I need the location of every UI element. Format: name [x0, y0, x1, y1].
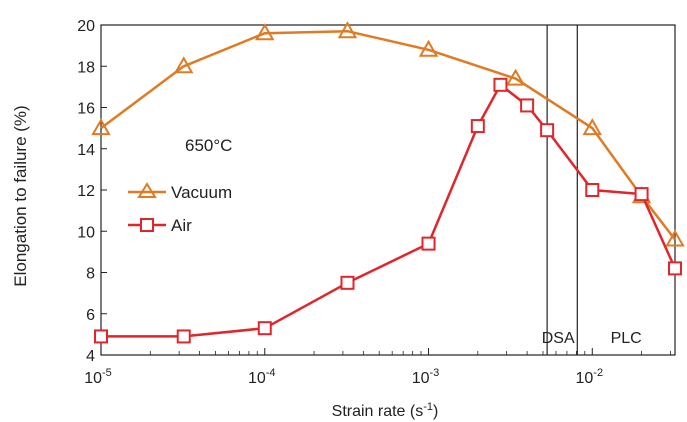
series-vacuum-point [173, 56, 194, 74]
series-air-point [340, 275, 355, 290]
series-air-point [94, 329, 108, 344]
series-air-point [585, 183, 600, 197]
series-vacuum-point [91, 118, 111, 136]
series-air-point [470, 119, 485, 134]
legend-vacuum-label: Vacuum [171, 183, 232, 202]
legend-item-vacuum: Vacuum [128, 182, 232, 202]
series-vacuum-line [100, 29, 676, 241]
y-tick-label: 12 [77, 183, 95, 200]
series-air-point [421, 236, 436, 251]
legend-air-label: Air [171, 216, 192, 235]
y-tick-label: 6 [86, 307, 95, 324]
series-vacuum-point [582, 118, 603, 136]
series-air-point [668, 261, 682, 276]
x-axis-label: Strain rate (s-1) [332, 401, 439, 420]
series-vacuum-point [418, 39, 439, 57]
series-air-point [493, 77, 508, 92]
y-tick-label: 14 [77, 142, 95, 159]
series-air-point [520, 98, 535, 113]
legend-vacuum-marker [137, 182, 157, 198]
region-label-dsa: DSA [542, 330, 575, 347]
legend-item-air: Air [128, 216, 192, 235]
series-air-point [257, 321, 272, 336]
series-air-point [176, 329, 191, 344]
temperature-annotation: 650°C [185, 136, 232, 155]
y-tick-label: 8 [86, 266, 95, 283]
legend-air-marker [140, 218, 154, 232]
y-tick-label: 16 [77, 101, 95, 118]
x-tick-label: 10-5 [84, 367, 112, 387]
y-tick-label: 18 [77, 59, 95, 76]
series-air-line [101, 83, 677, 338]
region-label-plc: PLC [611, 330, 642, 347]
series-air-point [540, 123, 555, 138]
series-air-point [634, 187, 649, 202]
x-tick-label: 10-2 [575, 367, 603, 387]
series-vacuum-point [337, 21, 358, 39]
y-tick-label: 10 [77, 224, 95, 241]
y-tick-label: 4 [86, 348, 95, 365]
x-tick-label: 10-4 [248, 367, 276, 387]
legend: Vacuum Air [128, 182, 232, 235]
series-vacuum-point [505, 68, 526, 86]
series-vacuum-point [665, 229, 685, 247]
y-tick-label: 20 [77, 18, 95, 35]
x-tick-label: 10-3 [412, 367, 440, 387]
y-axis-label: Elongation to failure (%) [11, 105, 30, 286]
series-vacuum-point [255, 23, 275, 41]
